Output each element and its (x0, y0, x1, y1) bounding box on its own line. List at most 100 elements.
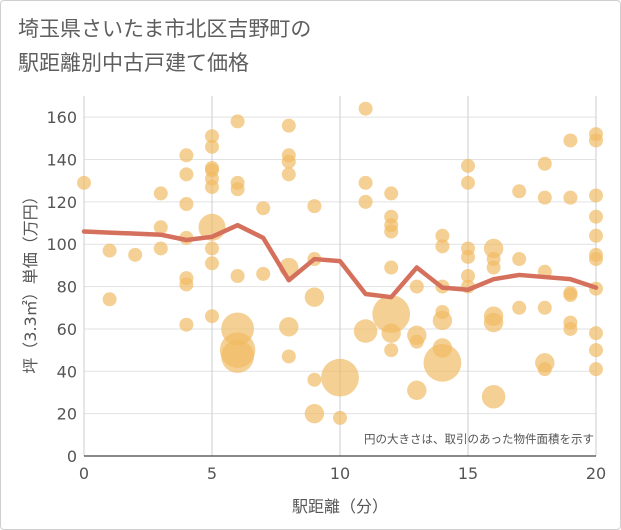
data-point (256, 266, 271, 281)
y-tick-label: 0 (67, 447, 77, 466)
data-point (589, 209, 603, 224)
y-tick-label: 160 (46, 108, 77, 127)
data-point (563, 190, 578, 205)
y-tick-label: 60 (57, 320, 77, 339)
data-point (205, 139, 219, 154)
data-point (589, 362, 603, 377)
data-point (537, 190, 552, 205)
data-point (435, 228, 450, 243)
data-point (461, 249, 475, 264)
data-point (179, 317, 194, 332)
data-point (221, 340, 255, 373)
data-point (589, 326, 603, 341)
data-point (281, 154, 296, 169)
data-point (128, 247, 143, 262)
data-point (435, 305, 450, 319)
data-point (304, 287, 325, 307)
data-point (353, 319, 378, 343)
data-point (589, 228, 603, 243)
data-point (381, 323, 401, 343)
data-point (537, 300, 552, 315)
data-point (230, 182, 245, 197)
data-point (256, 201, 271, 216)
data-point (537, 156, 552, 171)
data-point (205, 129, 219, 144)
data-point (281, 118, 296, 133)
data-point (461, 269, 475, 283)
data-point (435, 239, 450, 254)
data-point (281, 349, 296, 364)
data-point (461, 175, 475, 190)
data-point (563, 321, 578, 336)
data-point (483, 238, 504, 259)
average-trend-line (81, 222, 599, 300)
data-point (153, 241, 168, 256)
data-point (589, 343, 603, 358)
data-point (512, 300, 527, 315)
y-tick-label: 80 (57, 278, 77, 297)
data-point (358, 194, 373, 209)
data-point (358, 175, 373, 190)
data-point (407, 380, 427, 401)
data-point (589, 133, 603, 148)
chart-title-line-1: 埼玉県さいたま市北区吉野町の (18, 17, 312, 41)
data-point (321, 358, 359, 397)
tick-labels: 0 20 40 60 80 100 120 140 160 0 5 10 15 20 (46, 108, 606, 483)
y-tick-label: 40 (57, 362, 77, 381)
data-point (281, 167, 296, 182)
x-tick-label: 10 (330, 464, 350, 483)
data-point (384, 224, 399, 239)
x-tick-label: 5 (207, 464, 217, 483)
x-tick-label: 0 (79, 464, 89, 483)
data-point (221, 312, 255, 346)
data-point (486, 260, 501, 275)
x-tick-label: 15 (458, 464, 478, 483)
data-point (461, 158, 475, 173)
x-axis-title: 駅距離（分） (292, 497, 388, 516)
data-point (589, 252, 603, 267)
trend-line-layer (81, 222, 599, 300)
data-point (512, 184, 527, 199)
data-point (358, 101, 373, 116)
data-point (481, 384, 506, 409)
data-point (432, 338, 453, 358)
data-point (179, 277, 194, 292)
data-point (179, 148, 194, 163)
data-point (483, 312, 504, 333)
data-point (179, 197, 194, 211)
data-point (512, 252, 527, 267)
data-point (304, 403, 325, 424)
size-annotation: 円の大きさは、取引のあった物件面積を示す (364, 432, 594, 446)
data-point (230, 269, 245, 283)
data-point (102, 292, 117, 307)
y-tick-label: 100 (46, 235, 77, 254)
y-tick-label: 140 (46, 151, 77, 170)
data-point (384, 343, 399, 358)
y-tick-label: 20 (57, 405, 77, 424)
data-point (307, 372, 322, 387)
x-tick-label: 20 (586, 464, 606, 483)
data-point (384, 186, 399, 201)
chart-title-line-2: 駅距離別中古戸建て価格 (18, 51, 249, 75)
data-point (230, 114, 245, 129)
data-point (372, 295, 411, 334)
data-point (102, 243, 117, 258)
chart-title: 埼玉県さいたま市北区吉野町の 駅距離別中古戸建て価格 (18, 12, 311, 80)
data-point (333, 410, 347, 425)
data-point (153, 220, 168, 235)
data-point (409, 279, 424, 294)
data-point (205, 180, 219, 195)
data-point (205, 256, 219, 271)
y-tick-label: 120 (46, 193, 77, 212)
data-point (307, 199, 322, 214)
data-point (179, 167, 194, 182)
data-point (384, 260, 399, 275)
y-axis-title: 坪（3.3㎡）単価（万円） (21, 188, 40, 373)
data-point (563, 133, 578, 148)
data-point (409, 334, 424, 349)
data-point (563, 288, 578, 303)
data-point (77, 175, 91, 190)
data-point (205, 309, 219, 324)
data-point (589, 188, 603, 203)
